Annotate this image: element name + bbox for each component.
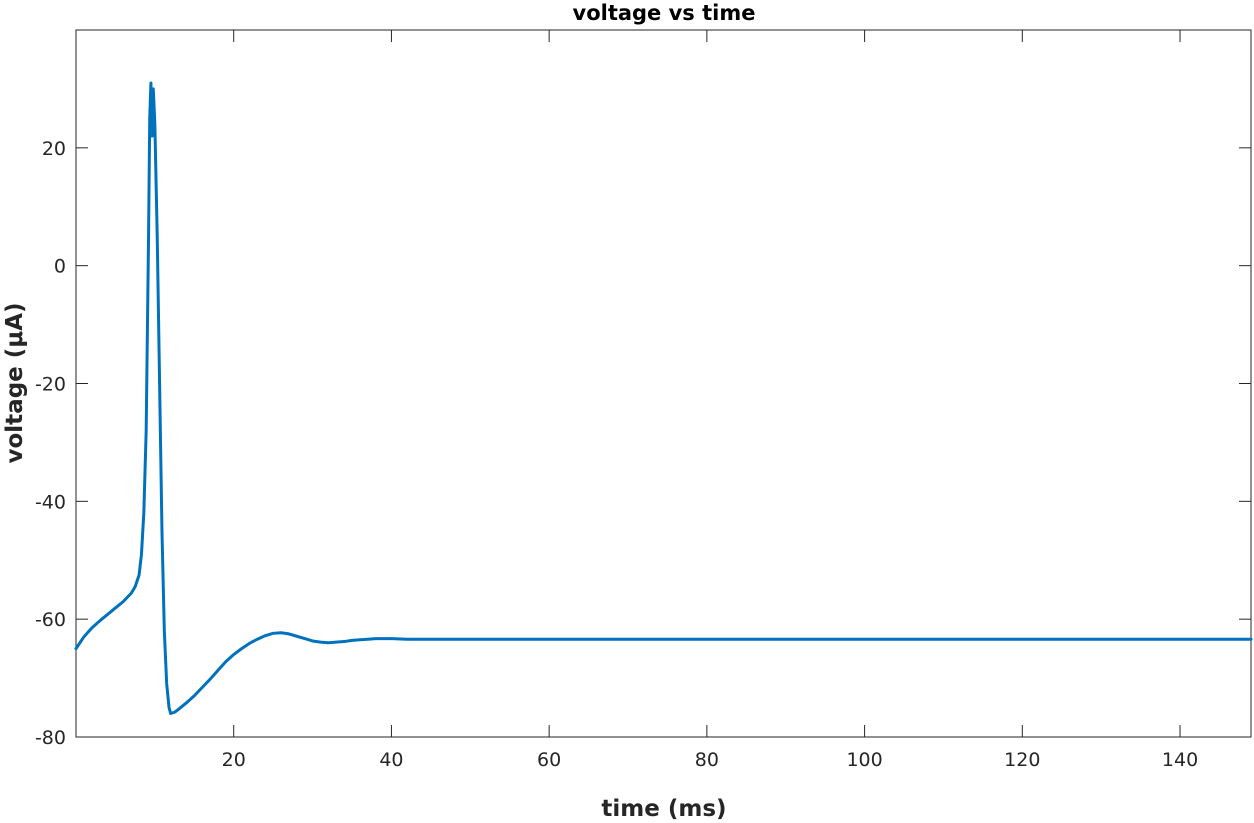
x-tick-label: 80 bbox=[695, 749, 719, 771]
x-tick-label: 120 bbox=[1004, 749, 1040, 771]
y-tick-label: -40 bbox=[35, 491, 66, 513]
y-axis: -80 -60 -40 -20 0 20 bbox=[35, 138, 1251, 749]
x-tick-label: 100 bbox=[846, 749, 882, 771]
x-tick-label: 40 bbox=[379, 749, 403, 771]
y-axis-label: voltage (μA) bbox=[2, 302, 28, 463]
chart-title: voltage vs time bbox=[573, 1, 756, 25]
x-axis-label: time (ms) bbox=[601, 796, 726, 822]
y-tick-label: 0 bbox=[54, 256, 66, 278]
series-line bbox=[74, 81, 1253, 715]
x-tick-label: 20 bbox=[222, 749, 246, 771]
y-tick-label: -60 bbox=[35, 609, 66, 631]
y-tick-label: 20 bbox=[42, 138, 66, 160]
x-tick-label: 140 bbox=[1162, 749, 1198, 771]
plot-area bbox=[75, 29, 1252, 738]
y-tick-label: -80 bbox=[35, 727, 66, 749]
x-tick-label: 60 bbox=[537, 749, 561, 771]
y-tick-label: -20 bbox=[35, 374, 66, 396]
x-axis: 20 40 60 80 100 120 140 bbox=[222, 30, 1198, 771]
